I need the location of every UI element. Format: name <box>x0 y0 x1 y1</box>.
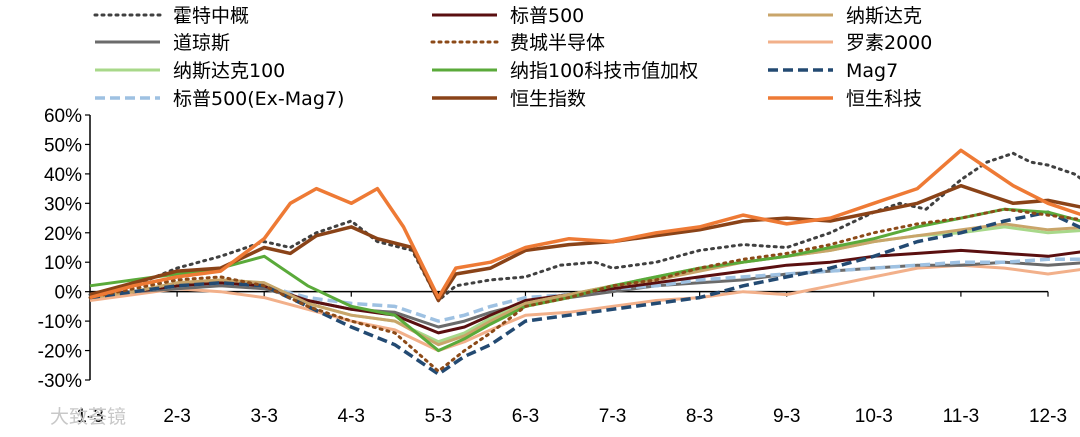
legend-item: 霍特中概 <box>93 5 249 27</box>
legend-item: 道琼斯 <box>95 32 230 54</box>
x-tick-label: 10-3 <box>855 406 893 427</box>
x-tick-label: 7-3 <box>599 406 626 427</box>
legend-item: 纳斯达克 <box>768 5 922 27</box>
y-tick-label: 10% <box>44 253 82 274</box>
legend-item: 纳指100科技市值加权 <box>432 60 698 82</box>
y-tick-label: -30% <box>38 371 82 392</box>
legend-item: 标普500(Ex-Mag7) <box>95 88 344 110</box>
series-line-4 <box>88 207 1080 373</box>
legend-label: 纳斯达克100 <box>173 60 285 82</box>
x-axis: 1-3 2-3 3-3 4-3 5-3 6-3 7-3 8-3 9-3 10-3 11-3 12-3 <box>76 290 1067 427</box>
legend-label: 标普500(Ex-Mag7) <box>173 88 344 110</box>
x-tick-label: 1-3 <box>76 406 103 427</box>
series-line-0 <box>88 151 1080 302</box>
x-tick-label: 12-3 <box>1029 406 1067 427</box>
y-tick-label: -20% <box>38 342 82 363</box>
legend-label: 纳指100科技市值加权 <box>510 60 698 82</box>
legend-label: 恒生科技 <box>846 88 922 110</box>
x-tick-label: 5-3 <box>425 406 452 427</box>
legend-label: 罗素2000 <box>846 32 932 54</box>
legend-item: Mag7 <box>768 60 898 82</box>
legend-item: 恒生科技 <box>768 88 922 110</box>
y-tick-label: 0% <box>55 283 83 304</box>
x-tick-label: 2-3 <box>163 406 190 427</box>
y-tick-label: 20% <box>44 224 82 245</box>
legend-item: 罗素2000 <box>768 32 932 54</box>
plot-area <box>88 148 1080 376</box>
x-tick-label: 11-3 <box>943 406 980 427</box>
legend-label: 霍特中概 <box>173 5 249 27</box>
series-line-11 <box>89 148 1080 300</box>
x-tick-label: 3-3 <box>250 406 277 427</box>
y-tick-label: 50% <box>44 135 82 156</box>
y-tick-label: 30% <box>44 194 82 215</box>
series-line-10 <box>89 183 1080 303</box>
x-tick-label: 9-3 <box>773 406 800 427</box>
x-tick-label: 8-3 <box>686 406 713 427</box>
x-tick-label: 4-3 <box>338 406 365 427</box>
legend-item: 恒生指数 <box>432 88 586 110</box>
x-tick-label: 6-3 <box>512 406 539 427</box>
legend-label: 费城半导体 <box>510 32 605 54</box>
watermark: 大致荟镜 <box>50 406 126 428</box>
legend-item: 标普500 <box>432 5 584 27</box>
legend-label: 恒生指数 <box>510 88 586 110</box>
legend-item: 费城半导体 <box>430 32 605 54</box>
legend-label: 道琼斯 <box>173 32 230 54</box>
legend-label: 纳斯达克 <box>846 5 922 27</box>
legend-item: 纳斯达克100 <box>95 60 285 82</box>
y-tick-label: 40% <box>44 165 82 186</box>
y-tick-label: 60% <box>44 106 82 127</box>
y-tick-label: -10% <box>38 312 82 333</box>
y-axis: -30% -20% -10% 0% 10% 20% 30% 40% 50% 60% <box>38 106 91 392</box>
series-line-5 <box>89 263 1080 353</box>
watermark-text: 大致荟镜 <box>50 406 126 428</box>
legend-label: Mag7 <box>846 60 898 82</box>
legend-label: 标普500 <box>510 5 584 27</box>
